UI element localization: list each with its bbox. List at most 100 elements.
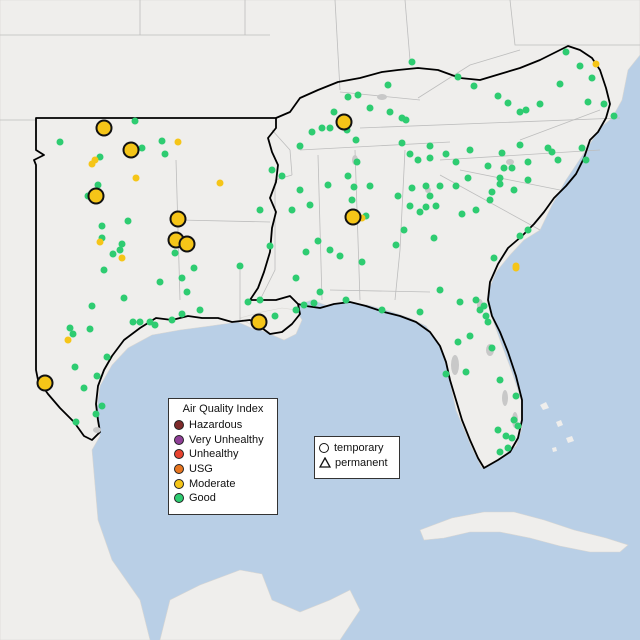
good-monitor-marker[interactable] [494,426,502,434]
good-monitor-marker[interactable] [124,217,132,225]
good-monitor-marker[interactable] [353,158,361,166]
good-monitor-marker[interactable] [436,286,444,294]
good-monitor-marker[interactable] [190,264,198,272]
moderate-monitor-marker[interactable] [216,179,224,187]
good-monitor-marker[interactable] [98,402,106,410]
good-monitor-marker[interactable] [256,296,264,304]
good-monitor-marker[interactable] [398,139,406,147]
good-monitor-marker[interactable] [236,262,244,270]
moderate-monitor-marker[interactable] [64,336,72,344]
good-monitor-marker[interactable] [610,112,618,120]
good-monitor-marker[interactable] [562,48,570,56]
good-monitor-marker[interactable] [442,150,450,158]
good-monitor-marker[interactable] [342,296,350,304]
good-monitor-marker[interactable] [66,324,74,332]
good-monitor-marker[interactable] [120,294,128,302]
good-monitor-marker[interactable] [131,117,139,125]
good-monitor-marker[interactable] [516,141,524,149]
good-monitor-marker[interactable] [183,288,191,296]
good-monitor-marker[interactable] [330,108,338,116]
good-monitor-marker[interactable] [302,248,310,256]
good-monitor-marker[interactable] [392,241,400,249]
good-monitor-marker[interactable] [454,338,462,346]
temporary-monitor-marker[interactable] [169,210,187,228]
good-monitor-marker[interactable] [496,180,504,188]
good-monitor-marker[interactable] [408,184,416,192]
good-monitor-marker[interactable] [524,158,532,166]
temporary-monitor-marker[interactable] [178,235,196,253]
good-monitor-marker[interactable] [350,183,358,191]
temporary-monitor-marker[interactable] [95,119,113,137]
good-monitor-marker[interactable] [522,106,530,114]
good-monitor-marker[interactable] [406,150,414,158]
good-monitor-marker[interactable] [500,164,508,172]
moderate-monitor-marker[interactable] [132,174,140,182]
good-monitor-marker[interactable] [414,156,422,164]
good-monitor-marker[interactable] [466,146,474,154]
good-monitor-marker[interactable] [488,188,496,196]
good-monitor-marker[interactable] [508,164,516,172]
good-monitor-marker[interactable] [129,318,137,326]
good-monitor-marker[interactable] [324,181,332,189]
good-monitor-marker[interactable] [452,158,460,166]
good-monitor-marker[interactable] [358,258,366,266]
good-monitor-marker[interactable] [496,174,504,182]
good-monitor-marker[interactable] [306,201,314,209]
good-monitor-marker[interactable] [394,192,402,200]
temporary-monitor-marker[interactable] [122,141,140,159]
good-monitor-marker[interactable] [476,306,484,314]
good-monitor-marker[interactable] [398,114,406,122]
good-monitor-marker[interactable] [92,410,100,418]
good-monitor-marker[interactable] [556,80,564,88]
moderate-monitor-marker[interactable] [96,238,104,246]
good-monitor-marker[interactable] [508,434,516,442]
moderate-monitor-marker[interactable] [174,138,182,146]
good-monitor-marker[interactable] [462,368,470,376]
good-monitor-marker[interactable] [138,144,146,152]
temporary-monitor-marker[interactable] [335,113,353,131]
good-monitor-marker[interactable] [161,150,169,158]
good-monitor-marker[interactable] [496,376,504,384]
good-monitor-marker[interactable] [69,330,77,338]
good-monitor-marker[interactable] [488,344,496,352]
good-monitor-marker[interactable] [576,62,584,70]
good-monitor-marker[interactable] [514,422,522,430]
good-monitor-marker[interactable] [366,104,374,112]
good-monitor-marker[interactable] [178,274,186,282]
good-monitor-marker[interactable] [386,108,394,116]
good-monitor-marker[interactable] [486,196,494,204]
good-monitor-marker[interactable] [416,208,424,216]
good-monitor-marker[interactable] [378,306,386,314]
good-monitor-marker[interactable] [436,182,444,190]
good-monitor-marker[interactable] [72,418,80,426]
good-monitor-marker[interactable] [326,124,334,132]
good-monitor-marker[interactable] [318,124,326,132]
temporary-monitor-marker[interactable] [36,374,54,392]
good-monitor-marker[interactable] [118,240,126,248]
good-monitor-marker[interactable] [88,302,96,310]
good-monitor-marker[interactable] [454,73,462,81]
good-monitor-marker[interactable] [490,254,498,262]
good-monitor-marker[interactable] [352,136,360,144]
good-monitor-marker[interactable] [588,74,596,82]
good-monitor-marker[interactable] [348,196,356,204]
good-monitor-marker[interactable] [422,182,430,190]
good-monitor-marker[interactable] [244,298,252,306]
good-monitor-marker[interactable] [314,237,322,245]
good-monitor-marker[interactable] [584,98,592,106]
good-monitor-marker[interactable] [432,202,440,210]
good-monitor-marker[interactable] [344,172,352,180]
good-monitor-marker[interactable] [482,312,490,320]
good-monitor-marker[interactable] [426,154,434,162]
good-monitor-marker[interactable] [524,176,532,184]
good-monitor-marker[interactable] [472,206,480,214]
good-monitor-marker[interactable] [600,100,608,108]
good-monitor-marker[interactable] [516,108,524,116]
good-monitor-marker[interactable] [171,249,179,257]
good-monitor-marker[interactable] [470,82,478,90]
good-monitor-marker[interactable] [442,370,450,378]
good-monitor-marker[interactable] [484,318,492,326]
good-monitor-marker[interactable] [326,246,334,254]
good-monitor-marker[interactable] [384,81,392,89]
